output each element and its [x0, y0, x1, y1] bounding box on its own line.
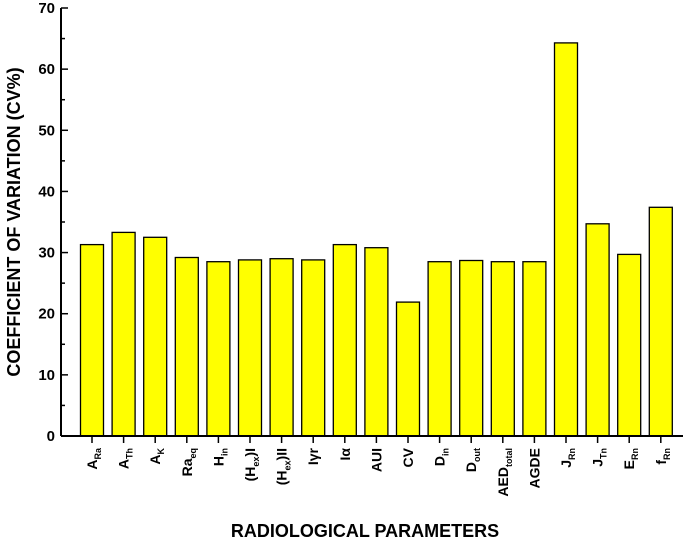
bar-6 — [269, 258, 294, 437]
x-tick-label: AK — [147, 448, 166, 465]
x-tick-label: Hin — [210, 448, 229, 466]
bars-group — [79, 42, 673, 437]
y-tick-label: 40 — [38, 183, 55, 200]
bar-1 — [111, 231, 136, 437]
x-tick-label: (Hex)I — [242, 448, 261, 481]
bar-16 — [585, 223, 610, 437]
x-tick-label: JTn — [590, 448, 609, 467]
x-tick-label: (Hex)II — [274, 448, 293, 485]
bar-5 — [237, 259, 263, 437]
x-tick-label: JRn — [558, 448, 577, 468]
y-tick-label: 10 — [38, 367, 55, 384]
bar-4 — [206, 261, 231, 437]
x-tick-label: Raeq — [179, 448, 198, 476]
x-tick-label: fRn — [653, 448, 672, 465]
bar-15 — [553, 42, 579, 437]
x-tick-label: AGDE — [526, 448, 542, 488]
x-tick-label: Iα — [337, 448, 353, 461]
x-axis-title: RADIOLOGICAL PARAMETERS — [231, 521, 499, 541]
x-tick-label: ATh — [116, 448, 135, 469]
x-tick-label: Din — [432, 448, 451, 466]
x-tick-label: CV — [400, 447, 416, 467]
y-tick-label: 70 — [38, 0, 55, 17]
x-tick-label: AEDtotal — [495, 448, 514, 497]
y-tick-label: 30 — [38, 245, 55, 262]
x-tick-label: ARa — [84, 447, 103, 470]
bar-7 — [301, 259, 326, 437]
bar-10 — [395, 301, 421, 437]
bar-9 — [364, 247, 389, 437]
bar-8 — [332, 243, 357, 437]
x-tick-label: ERn — [621, 448, 640, 469]
bar-13 — [490, 261, 515, 437]
bar-18 — [648, 206, 673, 437]
bar-12 — [459, 259, 484, 437]
x-tick-label: Iγr — [305, 447, 321, 465]
bar-2 — [143, 236, 168, 437]
y-tick-label: 0 — [47, 428, 55, 445]
y-tick-label: 20 — [38, 306, 55, 323]
axes-group — [60, 7, 683, 443]
x-tick-label: AUI — [368, 448, 384, 472]
bar-17 — [617, 253, 642, 437]
bar-3 — [174, 256, 199, 437]
x-tick-labels: ARa ATh AK Raeq Hin (Hex)I (Hex)II Iγr Iα AUI CV Di… — [84, 447, 672, 497]
bar-0 — [79, 243, 105, 437]
y-tick-labels: 0 10 20 30 40 50 60 70 — [38, 0, 55, 445]
bar-14 — [522, 261, 547, 437]
y-tick-label: 60 — [38, 61, 55, 78]
y-axis-title: COEFFICIENT OF VARIATION (CV%) — [4, 67, 24, 376]
x-tick-label: Dout — [463, 448, 482, 472]
bar-11 — [427, 261, 452, 437]
y-tick-label: 50 — [38, 122, 55, 139]
